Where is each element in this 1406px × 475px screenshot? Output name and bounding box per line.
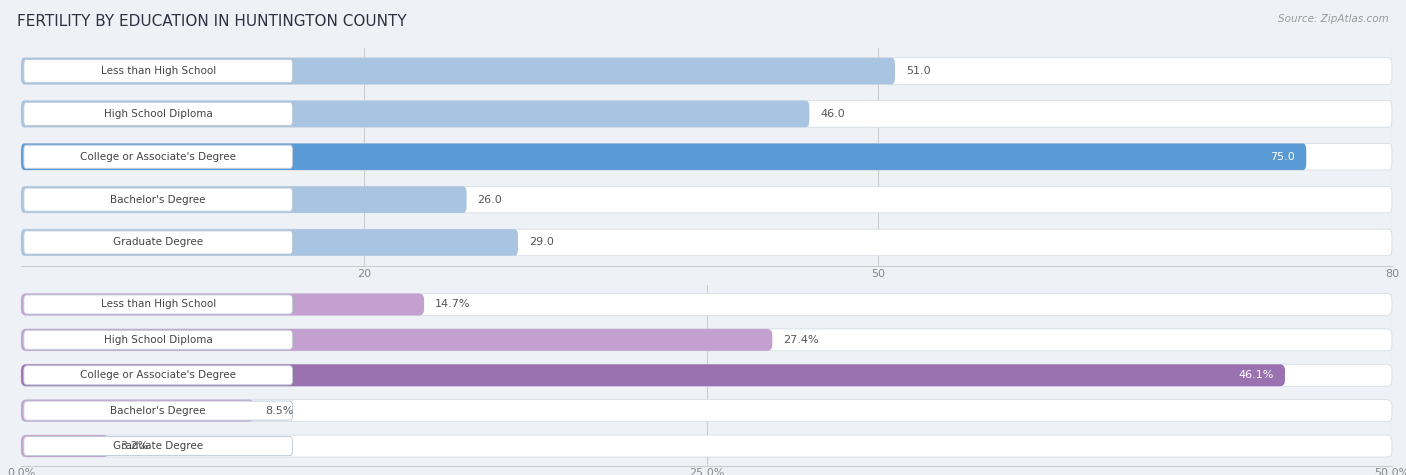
Text: College or Associate's Degree: College or Associate's Degree <box>80 152 236 162</box>
FancyBboxPatch shape <box>21 101 1392 127</box>
FancyBboxPatch shape <box>24 102 292 125</box>
FancyBboxPatch shape <box>21 143 1392 170</box>
Text: Bachelor's Degree: Bachelor's Degree <box>111 406 205 416</box>
FancyBboxPatch shape <box>21 58 1392 85</box>
Text: Bachelor's Degree: Bachelor's Degree <box>111 195 205 205</box>
FancyBboxPatch shape <box>21 294 1392 315</box>
FancyBboxPatch shape <box>21 229 1392 256</box>
Text: 27.4%: 27.4% <box>783 335 818 345</box>
Text: 8.5%: 8.5% <box>266 406 294 416</box>
FancyBboxPatch shape <box>21 364 1392 386</box>
Text: 75.0: 75.0 <box>1271 152 1295 162</box>
FancyBboxPatch shape <box>21 229 517 256</box>
FancyBboxPatch shape <box>21 186 1392 213</box>
FancyBboxPatch shape <box>21 101 810 127</box>
FancyBboxPatch shape <box>21 329 772 351</box>
Text: FERTILITY BY EDUCATION IN HUNTINGTON COUNTY: FERTILITY BY EDUCATION IN HUNTINGTON COU… <box>17 14 406 29</box>
FancyBboxPatch shape <box>21 435 108 457</box>
FancyBboxPatch shape <box>24 145 292 168</box>
Text: Graduate Degree: Graduate Degree <box>112 238 204 247</box>
FancyBboxPatch shape <box>21 399 1392 422</box>
Text: High School Diploma: High School Diploma <box>104 335 212 345</box>
FancyBboxPatch shape <box>21 294 425 315</box>
Text: 46.1%: 46.1% <box>1239 370 1274 380</box>
FancyBboxPatch shape <box>21 58 896 85</box>
FancyBboxPatch shape <box>24 401 292 420</box>
FancyBboxPatch shape <box>21 399 254 422</box>
FancyBboxPatch shape <box>21 364 1285 386</box>
Text: High School Diploma: High School Diploma <box>104 109 212 119</box>
FancyBboxPatch shape <box>24 188 292 211</box>
Text: 3.2%: 3.2% <box>120 441 148 451</box>
FancyBboxPatch shape <box>24 295 292 314</box>
FancyBboxPatch shape <box>21 329 1392 351</box>
Text: 51.0: 51.0 <box>905 66 931 76</box>
Text: 26.0: 26.0 <box>478 195 502 205</box>
FancyBboxPatch shape <box>24 59 292 83</box>
Text: 46.0: 46.0 <box>820 109 845 119</box>
Text: Less than High School: Less than High School <box>101 66 215 76</box>
Text: Source: ZipAtlas.com: Source: ZipAtlas.com <box>1278 14 1389 24</box>
Text: Less than High School: Less than High School <box>101 299 215 310</box>
FancyBboxPatch shape <box>24 231 292 254</box>
FancyBboxPatch shape <box>21 186 467 213</box>
FancyBboxPatch shape <box>24 366 292 385</box>
FancyBboxPatch shape <box>21 143 1306 170</box>
FancyBboxPatch shape <box>21 435 1392 457</box>
FancyBboxPatch shape <box>24 437 292 456</box>
Text: 29.0: 29.0 <box>529 238 554 247</box>
Text: College or Associate's Degree: College or Associate's Degree <box>80 370 236 380</box>
FancyBboxPatch shape <box>24 330 292 350</box>
Text: Graduate Degree: Graduate Degree <box>112 441 204 451</box>
Text: 14.7%: 14.7% <box>434 299 471 310</box>
